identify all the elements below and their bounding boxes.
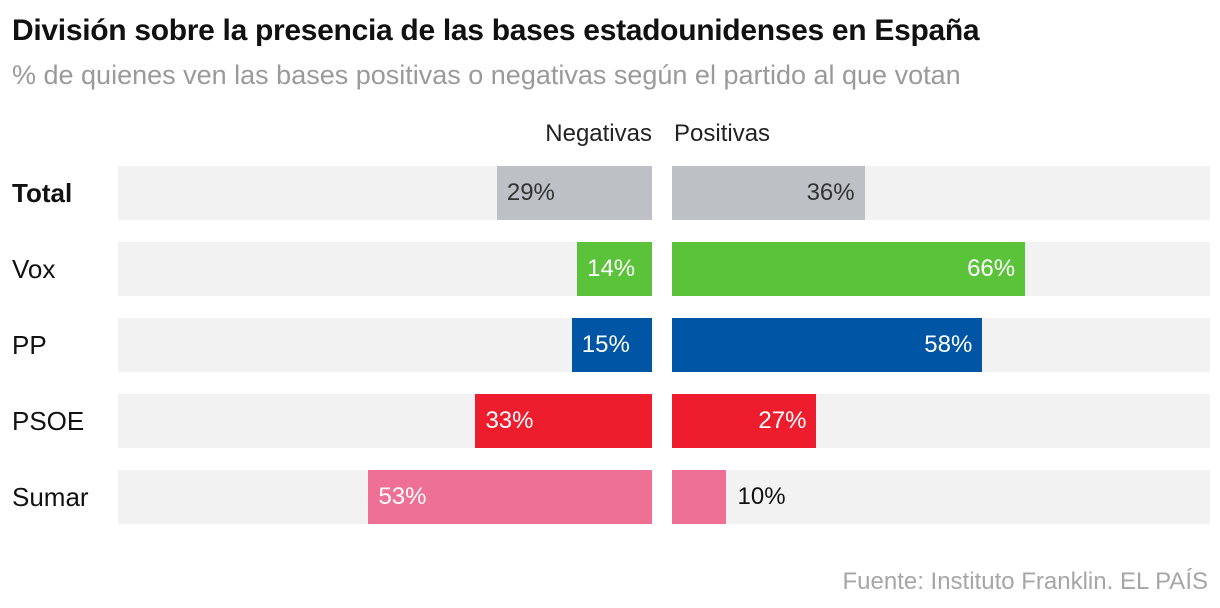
row-label-vox: Vox [12, 254, 56, 284]
positive-value-sumar: 10% [737, 483, 786, 510]
negative-value-vox: 14% [587, 255, 636, 282]
positive-value-psoe: 27% [758, 407, 807, 434]
negative-value-sumar: 53% [378, 483, 427, 510]
negative-value-total: 29% [506, 179, 555, 206]
negative-bar-total [496, 166, 652, 220]
positive-bar-pp [672, 318, 983, 372]
positive-value-vox: 66% [967, 255, 1016, 282]
positive-column-header: Positivas [674, 120, 771, 147]
positive-value-total: 36% [806, 179, 855, 206]
positive-bar-total [672, 166, 865, 220]
negative-column-header: Negativas [545, 120, 652, 147]
negative-bar-pp [571, 318, 652, 372]
positive-value-pp: 58% [924, 331, 973, 358]
negative-value-pp: 15% [581, 331, 630, 358]
positive-bar-psoe [672, 394, 817, 448]
source-note: Fuente: Instituto Franklin. EL PAÍS [842, 568, 1208, 595]
negative-track-vox [118, 242, 652, 296]
negative-track-pp [118, 318, 652, 372]
negative-bar-psoe [475, 394, 652, 448]
positive-bar-vox [672, 242, 1026, 296]
row-label-pp: PP [12, 330, 47, 360]
row-label-sumar: Sumar [12, 482, 89, 512]
positive-bar-sumar [672, 470, 726, 524]
negative-value-psoe: 33% [485, 407, 534, 434]
chart-title: División sobre la presencia de las bases… [12, 14, 980, 47]
row-label-total: Total [12, 178, 73, 208]
chart-subtitle: % de quienes ven las bases positivas o n… [12, 60, 961, 90]
negative-bar-sumar [368, 470, 652, 524]
negative-bar-vox [577, 242, 652, 296]
positive-track-sumar [672, 470, 1210, 524]
row-label-psoe: PSOE [12, 406, 85, 436]
